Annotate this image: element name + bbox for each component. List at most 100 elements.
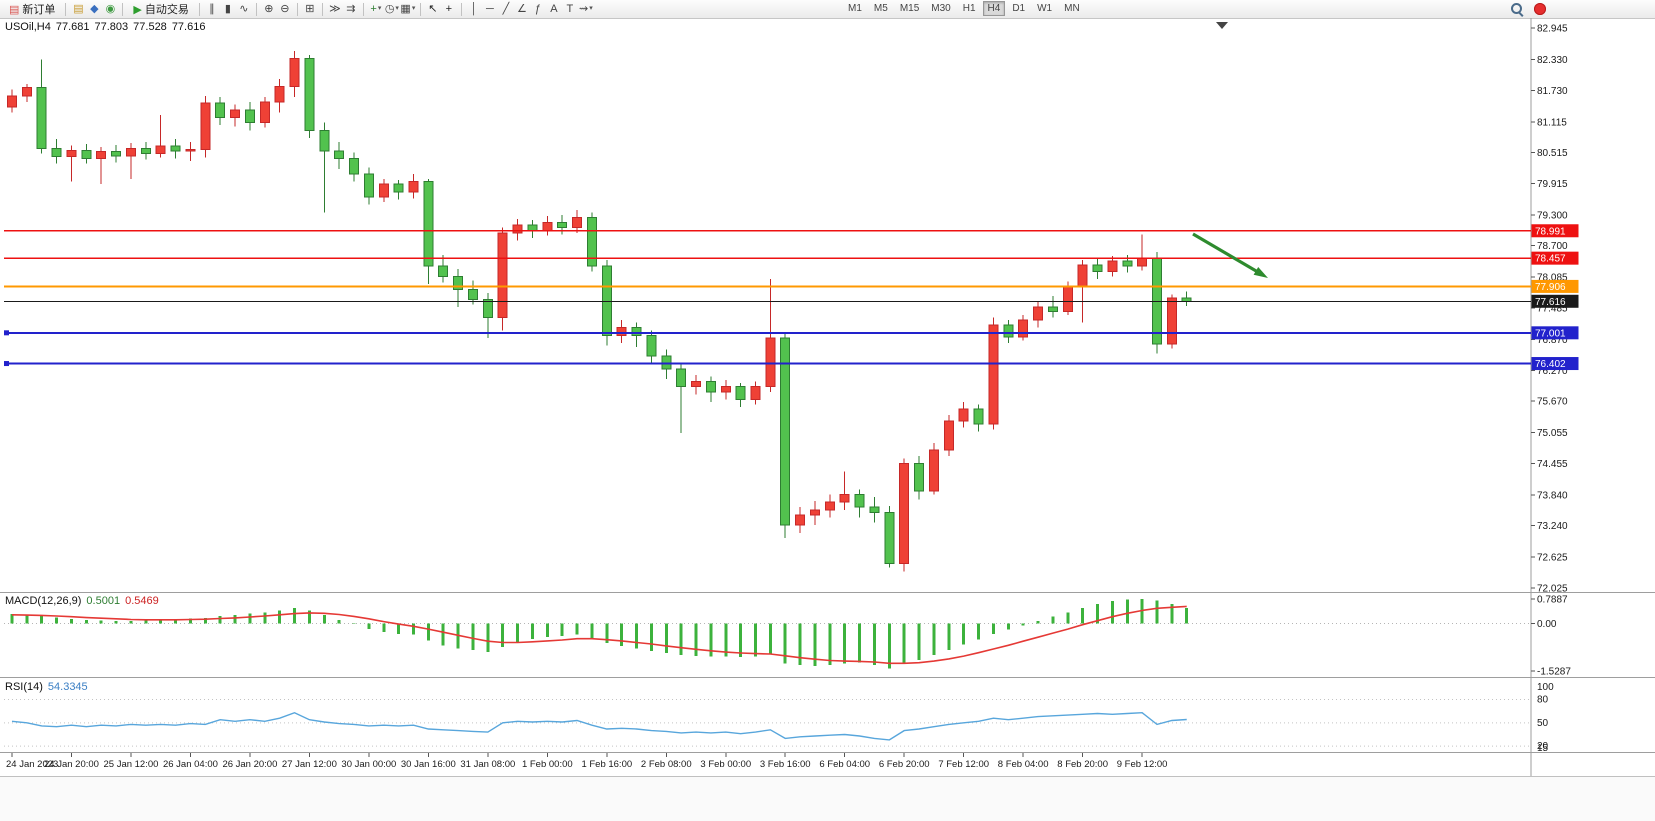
zoom-out-icon[interactable]: ⊖ <box>280 3 290 15</box>
macd-name: MACD(12,26,9) <box>5 595 82 607</box>
chart-window-icon[interactable]: ▤ <box>73 3 84 15</box>
toolbar-separator <box>296 2 298 16</box>
trendline-icon[interactable]: ╱ <box>502 3 510 15</box>
candle <box>795 514 806 526</box>
candle <box>81 149 92 160</box>
text-label-icon[interactable]: T <box>566 3 574 15</box>
auto-scroll-icon[interactable]: ≫ <box>329 3 341 15</box>
macd-axis-label: 0.7887 <box>1537 595 1568 606</box>
timeframe-h1-button[interactable]: H1 <box>958 1 981 16</box>
candle <box>1003 324 1014 338</box>
candle <box>200 102 211 150</box>
timeframe-w1-button[interactable]: W1 <box>1032 1 1057 16</box>
timeframe-d1-button[interactable]: D1 <box>1007 1 1030 16</box>
candle <box>96 150 107 160</box>
candle <box>705 381 716 393</box>
rsi-axis-label: 80 <box>1537 695 1549 706</box>
time-axis-label: 26 Jan 20:00 <box>222 759 277 770</box>
toolbar-separator <box>255 2 257 16</box>
candle <box>824 501 835 511</box>
candle <box>616 327 627 336</box>
timeframe-m1-button[interactable]: M1 <box>843 1 867 16</box>
arrow-head[interactable] <box>1253 267 1268 278</box>
price-badge-label: 77.001 <box>1535 328 1566 339</box>
candle <box>1166 297 1177 345</box>
vertical-line-icon[interactable]: │ <box>470 3 478 15</box>
ohlc-close: 77.616 <box>171 21 206 33</box>
candle <box>899 463 910 565</box>
time-axis-label: 27 Jan 12:00 <box>282 759 337 770</box>
rsi-indicator-label: RSI(14) 54.3345 <box>5 681 93 693</box>
price-axis-label: 80.515 <box>1537 148 1568 159</box>
candle <box>691 381 702 388</box>
time-axis-label: 9 Feb 12:00 <box>1117 759 1168 770</box>
candle <box>334 150 345 160</box>
zoom-in-icon[interactable]: ⊕ <box>264 3 274 15</box>
fibonacci-icon[interactable]: ƒ <box>534 3 541 15</box>
candle <box>557 222 568 229</box>
arrows-tool-dropdown-icon[interactable]: ▾ <box>589 5 593 12</box>
candle <box>482 299 493 318</box>
template-dropdown-icon[interactable]: ▾ <box>411 5 416 12</box>
chart-shift-icon[interactable]: ⇉ <box>346 3 356 15</box>
candlestick-chart-icon[interactable]: ▮ <box>224 3 231 15</box>
candle <box>274 86 285 103</box>
auto-trading-button[interactable]: ▶ 自动交易 <box>127 1 194 17</box>
arrow-shaft[interactable] <box>1192 232 1258 273</box>
candle <box>765 337 776 388</box>
candle <box>215 102 226 118</box>
equidistant-channel-icon[interactable]: ∠ <box>516 3 527 15</box>
timeframe-m30-button[interactable]: M30 <box>926 1 955 16</box>
line-anchor[interactable] <box>4 361 9 367</box>
profile-icon[interactable]: ◆ <box>90 3 99 15</box>
arrows-tool-icon[interactable]: ⇝ ▾ <box>579 3 593 15</box>
price-axis-label: 82.945 <box>1537 24 1568 35</box>
chart-canvas: 82.945 82.330 81.730 81.115 80.515 79.915 79.3… <box>0 18 1655 821</box>
template-icon[interactable]: ▦ ▾ <box>400 3 416 15</box>
horizontal-line-icon[interactable]: ─ <box>485 3 494 15</box>
bar-chart-icon[interactable]: ∥ <box>209 3 215 15</box>
timeframe-m5-button[interactable]: M5 <box>869 1 893 16</box>
candle <box>36 87 47 149</box>
candle <box>349 158 360 175</box>
price-axis-label: 76.870 <box>1537 335 1568 346</box>
price-badge <box>1531 294 1579 308</box>
toolbar-items: ▤ 新订单 ▤ ◆ ◉ ▶ 自动交易 ∥ ▮ ∿ ⊕ ⊖ ⊞ ≫ ⇉ + ▾ ◷ ▾ ▦ ▾ ↖ + │ ─ ╱ ∠ ƒ A T ⇝ ▾ <box>0 0 594 18</box>
add-indicator-dropdown-icon[interactable]: ▾ <box>377 5 382 12</box>
candle <box>497 232 508 318</box>
timeframe-m15-button[interactable]: M15 <box>895 1 924 16</box>
period-selector-dropdown-icon[interactable]: ▾ <box>395 5 399 12</box>
notification-icon[interactable] <box>1534 3 1546 15</box>
add-indicator-icon[interactable]: + ▾ <box>370 3 382 15</box>
time-axis-label: 8 Feb 04:00 <box>998 759 1049 770</box>
candle <box>631 327 642 336</box>
line-chart-icon[interactable]: ∿ <box>239 3 249 15</box>
period-selector-icon[interactable]: ◷ ▾ <box>384 3 399 15</box>
candle <box>244 109 255 124</box>
candle <box>304 58 315 131</box>
rsi-axis-label: 100 <box>1537 682 1554 693</box>
toolbar-right <box>1510 2 1546 17</box>
down-trend-arrow[interactable] <box>1192 232 1268 278</box>
candle <box>869 506 880 513</box>
line-anchor[interactable] <box>4 330 9 336</box>
chart-shift-marker-icon[interactable] <box>1216 22 1228 29</box>
cursor-icon[interactable]: ↖ <box>428 3 438 15</box>
timeframe-mn-button[interactable]: MN <box>1059 1 1085 16</box>
new-order-button[interactable]: ▤ 新订单 <box>3 1 61 17</box>
tile-windows-icon[interactable]: ⊞ <box>305 3 315 15</box>
text-icon[interactable]: A <box>550 3 558 15</box>
community-icon[interactable]: ◉ <box>105 3 116 15</box>
search-icon[interactable] <box>1510 2 1524 17</box>
candle <box>1018 319 1029 338</box>
price-axis-label: 76.270 <box>1537 366 1568 377</box>
line-objects-layer <box>4 230 1531 367</box>
symbol-info: USOil,H4 77.681 77.803 77.528 77.616 <box>5 21 210 33</box>
price-axis: 82.945 82.330 81.730 81.115 80.515 79.915 79.3… <box>1531 24 1568 595</box>
candle <box>185 148 196 152</box>
crosshair-icon[interactable]: + <box>445 3 453 15</box>
time-axis-label: 2 Feb 08:00 <box>641 759 692 770</box>
toolbar-separator <box>198 2 200 16</box>
time-axis-label: 1 Feb 16:00 <box>581 759 632 770</box>
timeframe-h4-button[interactable]: H4 <box>982 1 1006 16</box>
